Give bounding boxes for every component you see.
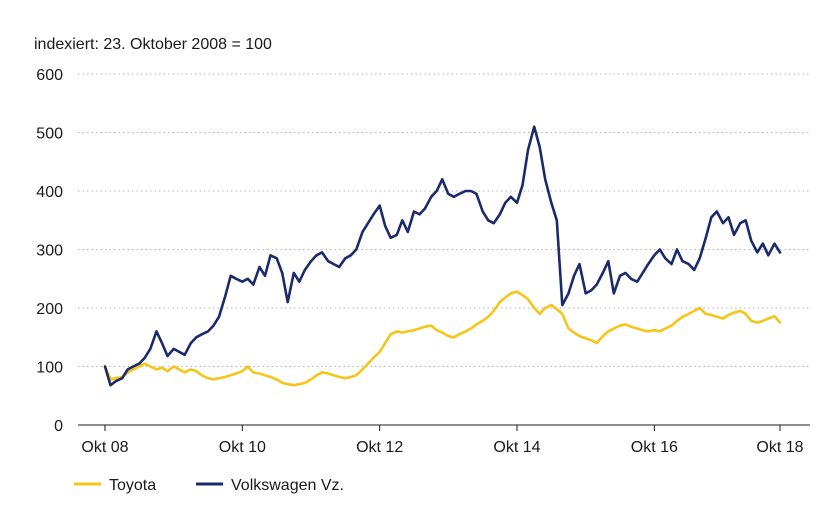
legend: Toyota Volkswagen Vz. <box>74 477 344 494</box>
y-axis-ticks: 0 100 200 300 400 500 600 <box>36 67 63 435</box>
x-tick-label: Okt 08 <box>81 439 128 456</box>
y-tick-label: 300 <box>36 243 63 260</box>
series-line-toyota <box>103 290 782 387</box>
x-tick-label: Okt 16 <box>631 439 678 456</box>
y-tick-label: 100 <box>36 360 63 377</box>
series-line-volkswagen-vz <box>103 125 782 387</box>
series-group <box>103 125 782 387</box>
x-tick-label: Okt 12 <box>356 439 403 456</box>
x-tick-label: Okt 14 <box>493 439 540 456</box>
y-tick-label: 0 <box>54 418 63 435</box>
y-tick-label: 200 <box>36 301 63 318</box>
x-axis-ticks: Okt 08 Okt 10 Okt 12 Okt 14 Okt 16 Okt 18 <box>81 425 804 456</box>
chart-subtitle: indexiert: 23. Oktober 2008 = 100 <box>34 36 272 53</box>
y-tick-label: 400 <box>36 184 63 201</box>
legend-label-toyota: Toyota <box>109 477 156 494</box>
x-tick-label: Okt 18 <box>756 439 803 456</box>
y-tick-label: 500 <box>36 126 63 143</box>
legend-label-volkswagen-vz: Volkswagen Vz. <box>231 477 344 494</box>
x-tick-label: Okt 10 <box>219 439 266 456</box>
gridlines <box>78 73 810 367</box>
y-tick-label: 600 <box>36 67 63 84</box>
